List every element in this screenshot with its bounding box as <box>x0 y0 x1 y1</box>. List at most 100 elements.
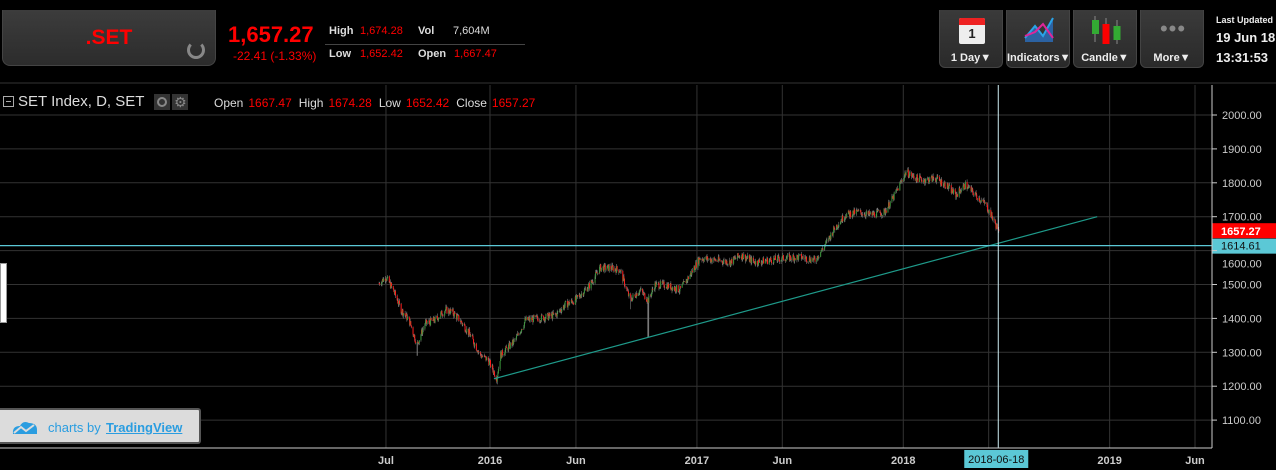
candle <box>814 258 816 262</box>
vol-label: Vol <box>418 25 435 37</box>
candle <box>885 210 887 214</box>
candle <box>635 297 637 298</box>
chart-type-label: Candle▼ <box>1081 52 1129 64</box>
candle <box>659 288 661 289</box>
refresh-icon[interactable] <box>187 41 205 59</box>
candle <box>505 346 507 349</box>
candle <box>699 257 701 260</box>
candle <box>777 255 779 257</box>
candle <box>955 193 957 198</box>
candle <box>572 302 574 304</box>
candle <box>556 313 558 317</box>
candle <box>481 356 483 358</box>
candle <box>769 259 771 261</box>
candle <box>829 235 831 237</box>
candle <box>816 256 818 261</box>
candle <box>631 299 633 302</box>
candle <box>381 281 383 285</box>
candle <box>397 300 399 304</box>
candle <box>893 192 895 200</box>
calendar-day: 1 <box>968 26 976 41</box>
interval-label: 1 Day▼ <box>950 52 992 64</box>
candle <box>603 266 605 272</box>
candle <box>426 322 428 324</box>
candle <box>915 179 917 182</box>
candle <box>855 210 857 214</box>
candle <box>702 259 704 261</box>
candle <box>897 188 899 191</box>
candle <box>759 259 761 263</box>
candle <box>388 276 390 283</box>
symbol-button[interactable]: .SET <box>2 10 216 66</box>
visibility-icon[interactable] <box>154 93 171 110</box>
candle <box>461 322 463 325</box>
candle <box>729 260 731 266</box>
indicators-button[interactable]: Indicators▼ <box>1006 10 1070 68</box>
interval-button[interactable]: 1 1 Day▼ <box>939 10 1003 68</box>
candle <box>711 260 713 263</box>
candle <box>909 172 911 175</box>
candle <box>695 262 697 268</box>
candle <box>754 261 756 264</box>
candle <box>860 212 862 216</box>
candle <box>646 299 648 302</box>
candle <box>821 248 823 250</box>
candle <box>837 227 839 228</box>
legend-low: 1652.42 <box>405 96 450 110</box>
candle <box>640 288 642 290</box>
tradingview-link[interactable]: TradingView <box>106 420 183 435</box>
candle <box>436 315 438 319</box>
candle <box>927 178 929 179</box>
y-tick-label: 1600.00 <box>1222 259 1262 271</box>
legend-high: 1674.28 <box>328 96 372 110</box>
candle <box>953 189 955 194</box>
candle <box>511 343 513 346</box>
candle <box>521 329 523 332</box>
candle <box>669 283 671 288</box>
candle <box>865 213 867 217</box>
legend: SET Index, D, SET ⚙ <box>0 93 189 110</box>
candle <box>868 211 870 215</box>
side-panel-toggle[interactable] <box>0 263 7 323</box>
candle <box>513 339 515 344</box>
candle <box>580 295 582 298</box>
vol-value: 7,604M <box>453 25 490 37</box>
candle <box>725 260 727 264</box>
candle <box>845 217 847 219</box>
candle <box>564 301 566 306</box>
candle <box>820 251 822 257</box>
candle <box>994 219 996 221</box>
candle <box>949 185 951 186</box>
candle <box>940 179 942 185</box>
candle <box>539 320 541 322</box>
candle <box>599 264 601 267</box>
y-tick-label: 1100.00 <box>1222 415 1261 427</box>
candle <box>723 259 725 262</box>
more-button[interactable]: ••• More▼ <box>1140 10 1204 68</box>
candle <box>656 282 658 284</box>
candle <box>804 257 806 260</box>
candle <box>694 269 696 271</box>
settings-icon[interactable]: ⚙ <box>172 93 189 110</box>
price-change: -22.41 (-1.33%) <box>233 49 317 63</box>
candle <box>956 194 958 197</box>
candle <box>467 328 469 336</box>
candle <box>535 315 537 317</box>
candle <box>760 262 762 265</box>
candle <box>417 341 419 343</box>
candle <box>453 312 455 317</box>
candle <box>508 342 510 346</box>
candle <box>687 276 689 281</box>
y-tick-label: 1800.00 <box>1222 178 1262 190</box>
candle <box>586 288 588 292</box>
candle <box>950 185 952 194</box>
candle <box>401 312 403 314</box>
chart-type-button[interactable]: Candle▼ <box>1073 10 1137 68</box>
collapse-icon[interactable] <box>3 96 14 107</box>
y-tick-label: 2000.00 <box>1222 110 1262 122</box>
candle <box>755 260 757 265</box>
candle <box>702 259 704 261</box>
candle <box>462 323 464 325</box>
tradingview-badge[interactable]: charts by TradingView <box>0 408 201 444</box>
